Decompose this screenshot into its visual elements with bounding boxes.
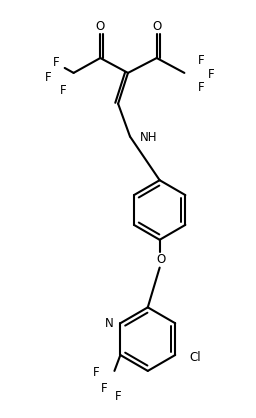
Text: O: O bbox=[96, 20, 105, 33]
Text: F: F bbox=[115, 390, 122, 403]
Text: NH: NH bbox=[140, 131, 157, 144]
Text: F: F bbox=[59, 84, 66, 97]
Text: F: F bbox=[198, 82, 205, 94]
Text: F: F bbox=[52, 56, 59, 69]
Text: F: F bbox=[93, 367, 100, 380]
Text: O: O bbox=[156, 253, 165, 266]
Text: F: F bbox=[198, 54, 205, 67]
Text: F: F bbox=[101, 382, 108, 395]
Text: F: F bbox=[208, 69, 215, 82]
Text: N: N bbox=[105, 317, 113, 330]
Text: O: O bbox=[152, 20, 161, 33]
Text: F: F bbox=[45, 71, 51, 84]
Text: Cl: Cl bbox=[189, 351, 201, 364]
